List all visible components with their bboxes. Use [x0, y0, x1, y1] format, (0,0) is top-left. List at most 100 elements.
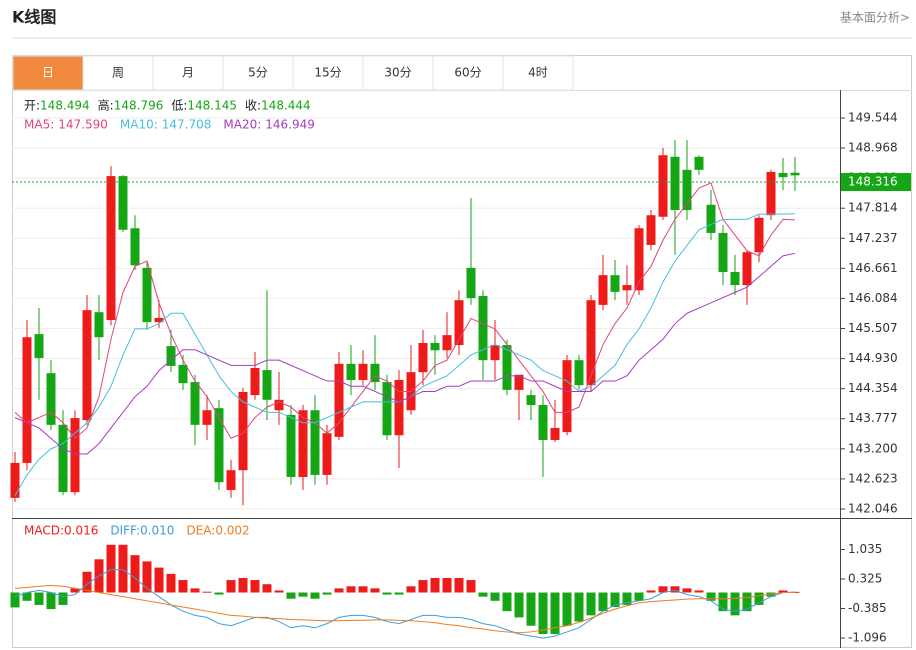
macd-bar [430, 577, 440, 593]
fundamental-link[interactable]: 基本面分析> [840, 11, 910, 25]
candle-body [166, 346, 176, 366]
macd-bar [586, 592, 596, 616]
macd-bar [634, 592, 644, 601]
candle-body [598, 275, 608, 305]
macd-bar [58, 592, 68, 605]
y-tick-label: 146.661 [848, 261, 898, 275]
legend-value: 147.708 [162, 118, 212, 132]
candle-body [454, 300, 464, 346]
macd-bar [610, 592, 620, 608]
candle-body [10, 462, 20, 498]
candle-body [670, 156, 680, 210]
macd-bar [166, 573, 176, 593]
candle-body [622, 285, 632, 291]
legend-value: 146.949 [265, 118, 315, 132]
macd-bar [538, 592, 548, 635]
candle-body [550, 427, 560, 440]
ohlc-value: 148.494 [40, 99, 90, 113]
tab-label[interactable]: 日 [42, 66, 54, 80]
legend-name: MA20: [223, 118, 261, 132]
ohlc-value: 148.444 [261, 99, 311, 113]
candle-body [322, 433, 332, 475]
macd-bar [274, 590, 284, 593]
ohlc-label: 高: [98, 98, 114, 113]
macd-bar [490, 592, 500, 601]
candle-body [334, 363, 344, 437]
candle-body [754, 217, 764, 253]
macd-bar [478, 592, 488, 597]
macd-bar [286, 592, 296, 599]
candle-body [442, 335, 452, 351]
candle-body [634, 228, 644, 291]
tab-label[interactable]: 60分 [454, 66, 481, 80]
macd-bar [718, 592, 728, 612]
macd-bar [358, 586, 368, 593]
candle-body [646, 215, 656, 245]
candle-body [610, 275, 620, 292]
macd-bar [406, 586, 416, 593]
macd-bar [394, 592, 404, 595]
last-price-label: 148.316 [848, 175, 898, 189]
candle-body [790, 172, 800, 176]
tab[interactable] [12, 55, 84, 91]
legend-value: 0.002 [215, 524, 249, 538]
tab-label[interactable]: 30分 [384, 66, 411, 80]
candle-body [394, 379, 404, 436]
macd-bar [202, 591, 212, 593]
candle-body [466, 267, 476, 299]
candle-body [214, 408, 224, 483]
candle-body [22, 337, 32, 463]
ohlc-label: 收: [245, 99, 261, 113]
macd-bar [562, 592, 572, 626]
macd-bar [322, 592, 332, 595]
tab-label[interactable]: 4时 [528, 66, 548, 80]
tab-label[interactable]: 月 [182, 66, 194, 80]
candle-body [298, 410, 308, 477]
candle-body [574, 360, 584, 386]
candle-body [274, 399, 284, 411]
candle-body [682, 169, 692, 210]
y-tick-label: 149.544 [848, 110, 898, 124]
candle-body [478, 296, 488, 361]
macd-bar [106, 544, 116, 593]
ma-line [14, 252, 796, 455]
candle-body [730, 272, 740, 286]
legend-name: MA5: [24, 118, 54, 132]
candle-body [82, 310, 92, 421]
candle-body [346, 363, 356, 380]
macd-bar [10, 592, 20, 608]
candle-body [718, 232, 728, 273]
candle-body [202, 410, 212, 425]
y-tick-label: 144.354 [848, 381, 898, 395]
y-tick-label: 148.968 [848, 141, 898, 155]
tab[interactable] [82, 55, 154, 91]
candle-body [118, 176, 128, 230]
candle-body [286, 414, 296, 477]
candle-body [658, 155, 668, 217]
macd-bar [670, 586, 680, 593]
legend-name: DIFF: [110, 524, 140, 538]
tab-label[interactable]: 5分 [248, 66, 268, 80]
tab-label[interactable]: 15分 [314, 66, 341, 80]
tab[interactable] [292, 55, 364, 91]
tab[interactable] [152, 55, 224, 91]
macd-bar [118, 544, 128, 593]
macd-bar [694, 590, 704, 593]
candle-body [70, 418, 80, 493]
candle-body [706, 204, 716, 233]
candle-body [502, 345, 512, 390]
tab[interactable] [502, 55, 574, 91]
candle-body [742, 252, 752, 286]
macd-bar [706, 592, 716, 601]
y-tick-label: 143.777 [848, 411, 898, 425]
candle-body [538, 405, 548, 440]
macd-bar [778, 590, 788, 593]
candle-body [46, 373, 56, 425]
legend-name: DEA: [186, 524, 215, 538]
tab-label[interactable]: 周 [112, 66, 124, 80]
macd-bar [418, 580, 428, 593]
y-tick-label: 146.084 [848, 291, 898, 305]
candle-body [34, 334, 44, 359]
